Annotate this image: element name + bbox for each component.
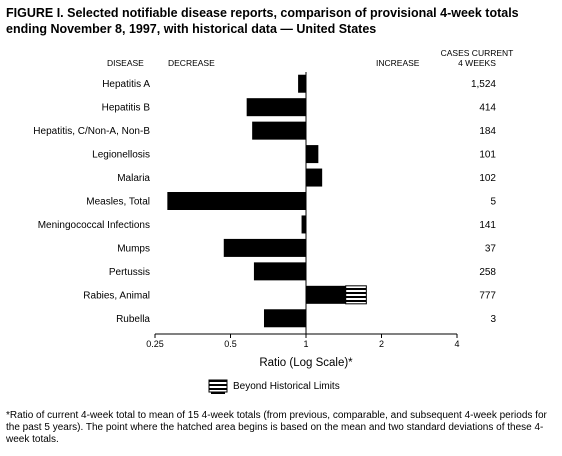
x-tick-label: 1 (303, 339, 308, 349)
x-tick-label: 2 (379, 339, 384, 349)
bar-rubella (263, 309, 306, 328)
category-label: Legionellosis (92, 150, 150, 161)
category-label: Measles, Total (86, 197, 150, 208)
category-label: Rubella (116, 314, 150, 325)
cases-value: 5 (490, 197, 496, 208)
cases-value: 1,524 (471, 79, 496, 90)
category-label: Hepatitis, C/Non-A, Non-B (33, 126, 150, 137)
bar-hatched-rabies-animal (345, 285, 367, 305)
footnote-marker: * (6, 410, 10, 421)
ratio-bar-chart: Hepatitis A 1,524 Hepatitis B 414 Hepatitis,… (33, 72, 497, 394)
category-label: Hepatitis B (102, 103, 151, 114)
bar-hepatitis-b (246, 98, 306, 117)
category-label: Hepatitis A (102, 79, 150, 90)
cases-value: 258 (479, 267, 496, 278)
header-decrease: DECREASE (168, 58, 215, 68)
legend-swatch-shadow (211, 392, 225, 394)
bar-measles-total (167, 192, 306, 210)
figure-title: FIGURE I. Selected notifiable disease re… (6, 6, 519, 36)
cases-value: 414 (479, 103, 496, 114)
category-label: Pertussis (109, 267, 150, 278)
header-cases-line1: CASES CURRENT (440, 48, 514, 58)
category-label: Malaria (117, 173, 150, 184)
cases-value: 3 (490, 314, 496, 325)
category-label: Mumps (117, 243, 150, 254)
x-tick-label: 0.5 (224, 339, 237, 349)
x-tick-label: 4 (454, 339, 459, 349)
x-axis-label: Ratio (Log Scale)* (259, 357, 353, 369)
header-increase: INCREASE (376, 58, 420, 68)
legend-hatch-swatch (208, 379, 228, 393)
header-disease: DISEASE (107, 58, 144, 68)
bar-malaria (306, 168, 323, 187)
cases-value: 101 (479, 150, 496, 161)
cases-value: 37 (485, 243, 497, 254)
x-tick-label: 0.25 (146, 339, 164, 349)
cases-value: 141 (479, 220, 496, 231)
bar-hepatitis-c-non-a-non-b (252, 121, 306, 140)
category-label: Meningococcal Infections (38, 220, 150, 231)
header-cases-line2: 4 WEEKS (458, 58, 496, 68)
legend-label: Beyond Historical Limits (233, 381, 340, 392)
cases-value: 184 (479, 126, 496, 137)
bar-rabies-animal (306, 285, 346, 304)
bar-meningococcal-infections (301, 215, 306, 234)
cases-value: 102 (479, 173, 496, 184)
cases-value: 777 (479, 290, 496, 301)
bar-mumps (223, 238, 306, 257)
bar-hepatitis-a (298, 74, 306, 93)
bar-pertussis (253, 262, 306, 281)
bar-legionellosis (306, 145, 319, 164)
footnote-text: Ratio of current 4-week total to mean of… (6, 410, 547, 445)
category-label: Rabies, Animal (83, 290, 150, 301)
footnote: *Ratio of current 4-week total to mean o… (6, 410, 556, 446)
